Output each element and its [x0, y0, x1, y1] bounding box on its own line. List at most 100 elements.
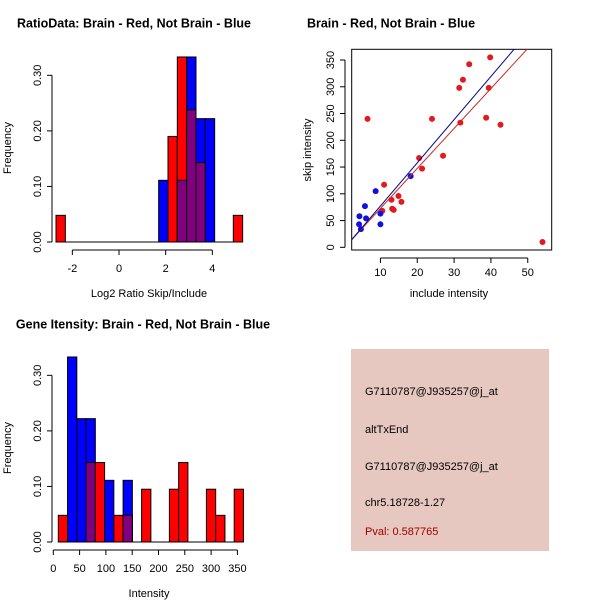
x-tick-label: 40 [485, 267, 497, 279]
bar-brain [232, 214, 244, 243]
bar-not-brain [76, 418, 87, 543]
bar-brain [215, 514, 226, 543]
point-brain [388, 196, 395, 203]
x-axis-label: Log2 Ratio Skip/Include [91, 288, 207, 300]
bar-brain [55, 214, 66, 243]
bar-brain [141, 488, 152, 543]
y-tick-label: 100 [325, 185, 337, 203]
point-not-brain [377, 221, 384, 228]
point-not-brain [356, 213, 363, 220]
point-not-brain [377, 210, 384, 217]
x-tick-label: 300 [202, 563, 220, 575]
x-tick-label: 150 [123, 563, 141, 575]
y-tick-label: 200 [325, 131, 337, 149]
bar-brain [57, 514, 69, 543]
x-tick-label: 50 [73, 563, 85, 575]
point-brain [539, 238, 546, 245]
point-brain [459, 76, 466, 83]
y-axis-label: Frequency [2, 122, 14, 174]
point-brain [419, 165, 426, 172]
fit-line-not-brain [351, 49, 515, 241]
y-tick-label: 150 [325, 158, 337, 176]
location-text: chr5.18728-1.27 [365, 497, 446, 509]
point-brain [483, 114, 490, 121]
y-tick-label: 0 [325, 244, 337, 250]
chart-title: Gene Itensity: Brain - Red, Not Brain - … [16, 317, 270, 331]
chart-title: RatioData: Brain - Red, Not Brain - Blue [17, 16, 251, 30]
y-tick-label: 0.30 [32, 365, 44, 386]
x-axis-label: Intensity [129, 588, 170, 600]
y-tick-label: 350 [325, 51, 337, 69]
y-tick-label: 50 [325, 214, 337, 226]
x-tick-label: 0 [50, 563, 56, 575]
probe-id-text: G7110787@J935257@j_at [365, 386, 498, 398]
x-tick-label: 30 [448, 267, 460, 279]
point-brain [497, 121, 504, 128]
y-tick-label: 0.30 [32, 65, 44, 86]
y-axis-label: Frequency [2, 422, 14, 474]
info-panel: G7110787@J935257@j_at altTxEnd G7110787@… [351, 349, 549, 551]
bar-brain [94, 462, 106, 543]
y-tick-label: 0.00 [32, 231, 44, 252]
fit-line-brain [351, 49, 528, 240]
bar-not-brain [204, 118, 216, 243]
point-not-brain [363, 215, 370, 222]
bar-not-brain [67, 356, 78, 543]
probe-id-2-text: G7110787@J935257@j_at [365, 461, 498, 473]
x-tick-label: 4 [209, 263, 215, 275]
y-tick-label: 0.20 [32, 420, 44, 441]
point-not-brain [361, 203, 368, 210]
point-brain [395, 192, 402, 199]
point-brain [457, 119, 464, 126]
x-tick-label: 200 [149, 563, 167, 575]
bar-overlap [122, 514, 133, 543]
bar-brain [168, 488, 180, 543]
x-tick-label: 0 [116, 263, 122, 275]
bar-brain [178, 462, 189, 543]
x-tick-label: -2 [67, 263, 77, 275]
point-not-brain [372, 188, 379, 195]
y-tick-label: 300 [325, 78, 337, 96]
x-tick-label: 10 [374, 267, 386, 279]
y-tick-label: 0.00 [32, 531, 44, 552]
x-tick-label: 250 [176, 563, 194, 575]
event-type-text: altTxEnd [365, 424, 409, 436]
bar-overlap [195, 162, 206, 243]
x-tick-label: 100 [97, 563, 115, 575]
point-brain [398, 198, 405, 205]
y-axis-label: skip intensity [302, 118, 314, 181]
point-brain [485, 84, 492, 91]
point-not-brain [356, 221, 363, 228]
x-tick-label: 50 [522, 267, 534, 279]
y-tick-label: 250 [325, 104, 337, 122]
x-tick-label: 20 [411, 267, 423, 279]
point-brain [390, 206, 397, 213]
point-brain [428, 115, 435, 122]
point-brain [440, 152, 447, 159]
bar-overlap [85, 462, 96, 543]
bar-brain [167, 135, 178, 243]
x-tick-label: 350 [228, 563, 246, 575]
bar-brain [205, 488, 217, 543]
x-tick-label: 2 [163, 263, 169, 275]
y-tick-label: 0.10 [32, 476, 44, 497]
pval-text: Pval: 0.587765 [365, 526, 439, 538]
chart-title: Brain - Red, Not Brain - Blue [307, 16, 475, 30]
y-tick-label: 0.10 [32, 176, 44, 197]
bar-brain [233, 488, 244, 543]
point-brain [381, 181, 388, 188]
point-brain [466, 61, 473, 68]
bar-brain [113, 514, 124, 543]
point-brain [364, 115, 371, 122]
bar-not-brain [158, 179, 169, 243]
bar-overlap [176, 179, 188, 243]
bar-not-brain [104, 479, 115, 543]
point-brain [456, 84, 463, 91]
y-tick-label: 0.20 [32, 120, 44, 141]
point-brain [487, 54, 494, 61]
plot-box [351, 48, 553, 251]
x-axis-label: include intensity [410, 288, 489, 300]
bar-overlap [186, 109, 197, 243]
